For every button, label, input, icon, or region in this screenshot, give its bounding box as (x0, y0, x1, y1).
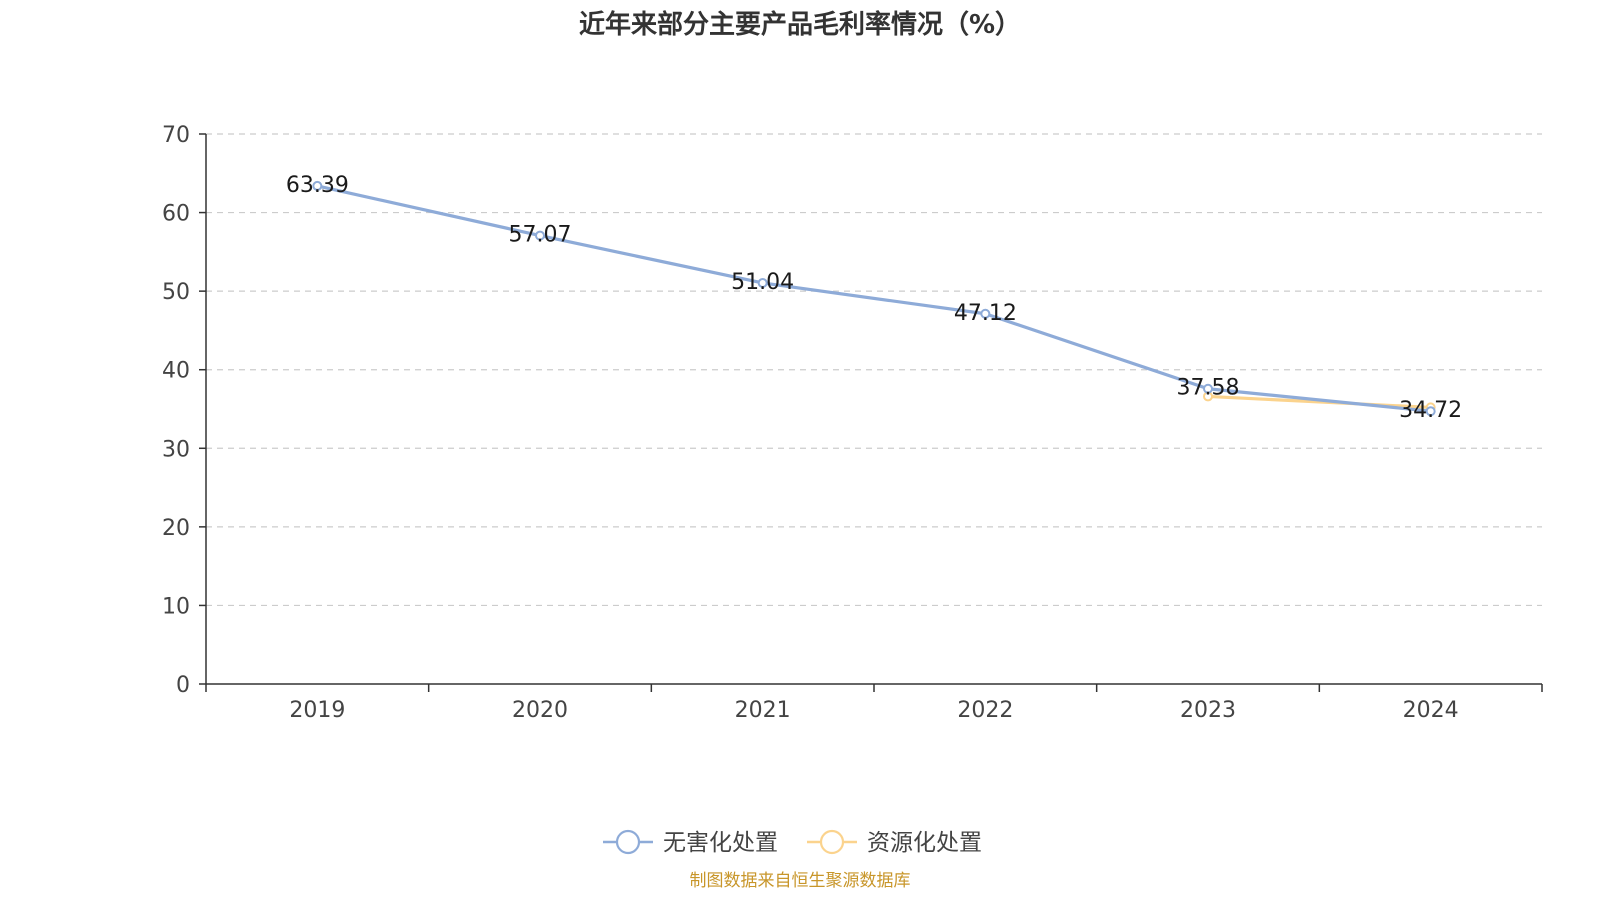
x-tick-label-2019: 2019 (289, 698, 345, 723)
grid-lines (206, 133, 1542, 607)
series-group (312, 180, 1436, 417)
source-note: 制图数据来自恒生聚源数据库 (690, 871, 911, 891)
data-label-2021: 51.04 (731, 270, 794, 295)
point-0-2019 (312, 180, 323, 191)
x-axis-ticks: 2019 2020 2021 2022 2023 2024 (205, 684, 1543, 723)
y-tick-label-70: 70 (162, 123, 190, 148)
data-label-2022: 47.12 (954, 301, 1017, 326)
legend-item-1[interactable]: 资源化处置 (807, 829, 982, 856)
legend-label-1: 资源化处置 (867, 830, 982, 856)
point-0-2021 (757, 277, 768, 288)
data-label-2020: 57.07 (509, 223, 572, 248)
y-tick-label-20: 20 (162, 516, 190, 541)
legend-item-0[interactable]: 无害化处置 (603, 829, 778, 856)
y-tick-label-40: 40 (162, 359, 190, 384)
x-tick-label-2022: 2022 (957, 698, 1013, 723)
chart-title: 近年来部分主要产品毛利率情况（%） (579, 9, 1021, 40)
axes (205, 134, 1542, 685)
data-label-2023: 37.58 (1177, 376, 1240, 401)
legend-label-0: 无害化处置 (663, 830, 778, 856)
legend-swatch-circle-0 (615, 829, 641, 855)
y-axis-ticks: 0 10 20 30 40 50 60 70 (162, 123, 206, 698)
point-0-2023 (1203, 383, 1213, 394)
y-tick-label-10: 10 (162, 594, 190, 619)
y-tick-label-60: 60 (162, 202, 190, 227)
y-tick-label-0: 0 (176, 673, 190, 698)
legend-swatch-circle-1 (819, 829, 845, 855)
x-tick-label-2020: 2020 (512, 698, 568, 723)
series-line-1 (1206, 394, 1433, 410)
data-label-2024: 34.72 (1399, 398, 1462, 423)
series-line-0 (315, 184, 1433, 413)
data-labels: 63.39 57.07 51.04 47.12 37.58 34.72 (286, 173, 1462, 423)
y-tick-label-50: 50 (162, 280, 190, 305)
point-0-2020 (535, 230, 545, 241)
point-0-2024 (1425, 406, 1436, 417)
y-tick-label-30: 30 (162, 437, 190, 462)
x-tick-label-2021: 2021 (735, 698, 791, 723)
legend[interactable]: 无害化处置 资源化处置 (603, 829, 982, 856)
data-label-2019: 63.39 (286, 173, 349, 198)
x-tick-label-2023: 2023 (1180, 698, 1236, 723)
x-tick-label-2024: 2024 (1403, 698, 1459, 723)
point-0-2022 (980, 308, 991, 319)
